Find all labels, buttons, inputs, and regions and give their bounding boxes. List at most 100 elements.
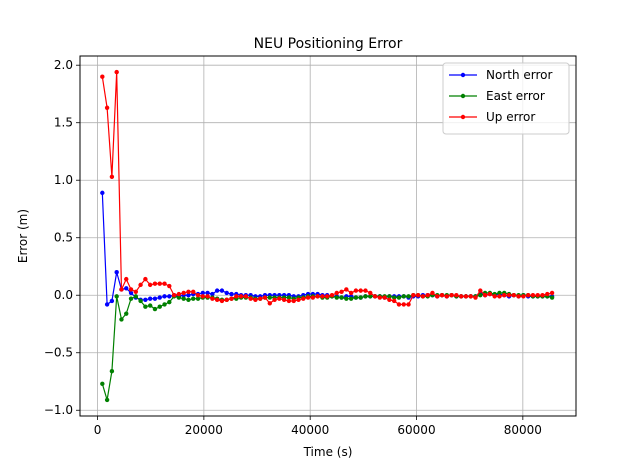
x-tick-label: 60000 — [397, 423, 435, 437]
data-point — [406, 302, 411, 307]
data-point — [128, 290, 134, 296]
data-point — [210, 291, 215, 297]
data-point — [186, 289, 191, 294]
data-point — [358, 288, 363, 293]
data-point — [195, 296, 201, 301]
data-point — [530, 293, 536, 298]
data-point — [435, 294, 440, 299]
data-point — [157, 281, 162, 286]
data-point — [406, 294, 411, 299]
data-point — [138, 282, 143, 288]
data-point — [549, 295, 555, 300]
data-point — [114, 69, 119, 75]
data-point — [286, 295, 292, 300]
data-point — [248, 296, 253, 301]
data-point — [310, 295, 316, 300]
data-point — [449, 293, 454, 298]
data-point — [267, 295, 272, 300]
data-point — [224, 297, 229, 303]
data-point — [147, 303, 153, 308]
data-point — [162, 294, 167, 299]
data-point — [454, 293, 459, 298]
data-point — [128, 287, 134, 292]
data-point — [186, 293, 191, 298]
data-point — [305, 295, 311, 300]
data-point — [253, 297, 258, 303]
data-point — [114, 270, 119, 275]
data-point — [167, 283, 172, 289]
data-point — [391, 298, 397, 304]
data-point — [191, 289, 196, 294]
x-axis-label: Time (s) — [303, 445, 353, 459]
data-point — [521, 294, 526, 299]
legend-marker — [460, 114, 466, 120]
data-point — [229, 291, 234, 297]
y-tick-label: 0.0 — [54, 288, 73, 302]
data-point — [133, 289, 139, 294]
data-point — [214, 297, 220, 303]
data-point — [100, 190, 105, 196]
data-point — [243, 294, 249, 299]
data-point — [147, 282, 153, 288]
data-point — [109, 298, 115, 304]
data-point — [339, 295, 344, 300]
data-point — [368, 294, 373, 299]
data-point — [401, 302, 406, 307]
data-point — [167, 294, 172, 299]
data-point — [387, 294, 392, 299]
chart-title: NEU Positioning Error — [254, 36, 403, 52]
data-point — [109, 174, 115, 179]
data-point — [315, 294, 320, 299]
data-point — [425, 293, 430, 298]
data-point — [162, 281, 167, 286]
data-point — [152, 281, 158, 286]
data-point — [267, 301, 272, 306]
data-point — [411, 293, 416, 298]
data-point — [262, 295, 268, 300]
y-tick-label: 1.0 — [54, 173, 73, 187]
legend-marker — [460, 93, 466, 99]
data-point — [415, 293, 421, 298]
data-point — [482, 293, 488, 298]
data-point — [124, 286, 129, 291]
series-layer — [100, 69, 555, 403]
data-point — [439, 293, 445, 298]
y-tick-label: 1.5 — [54, 116, 73, 130]
data-point — [358, 295, 363, 300]
data-point — [114, 294, 119, 299]
data-point — [119, 287, 124, 292]
data-point — [138, 298, 143, 304]
y-tick-label: 0.5 — [54, 231, 73, 245]
data-point — [224, 290, 229, 296]
data-point — [497, 294, 502, 299]
data-point — [339, 289, 344, 294]
data-point — [124, 276, 129, 282]
x-tick-label: 20000 — [185, 423, 223, 437]
data-point — [382, 295, 387, 300]
data-point — [430, 290, 435, 296]
data-point — [458, 294, 464, 299]
data-point — [109, 368, 115, 374]
data-point — [104, 105, 110, 110]
data-point — [147, 296, 153, 301]
data-point — [377, 295, 383, 300]
data-point — [229, 296, 234, 301]
legend-label: North error — [486, 68, 552, 82]
data-point — [334, 295, 339, 300]
y-tick-label: −0.5 — [44, 346, 73, 360]
x-tick-label: 0 — [94, 423, 102, 437]
data-point — [497, 290, 502, 296]
data-point — [325, 294, 330, 299]
data-point — [128, 296, 134, 301]
data-point — [200, 294, 205, 299]
data-point — [511, 293, 516, 298]
data-point — [171, 293, 177, 298]
data-point — [545, 291, 550, 297]
data-point — [234, 294, 239, 299]
data-point — [506, 293, 512, 298]
data-point — [473, 295, 478, 300]
data-point — [195, 293, 201, 298]
data-point — [549, 290, 555, 296]
data-point — [540, 293, 545, 298]
